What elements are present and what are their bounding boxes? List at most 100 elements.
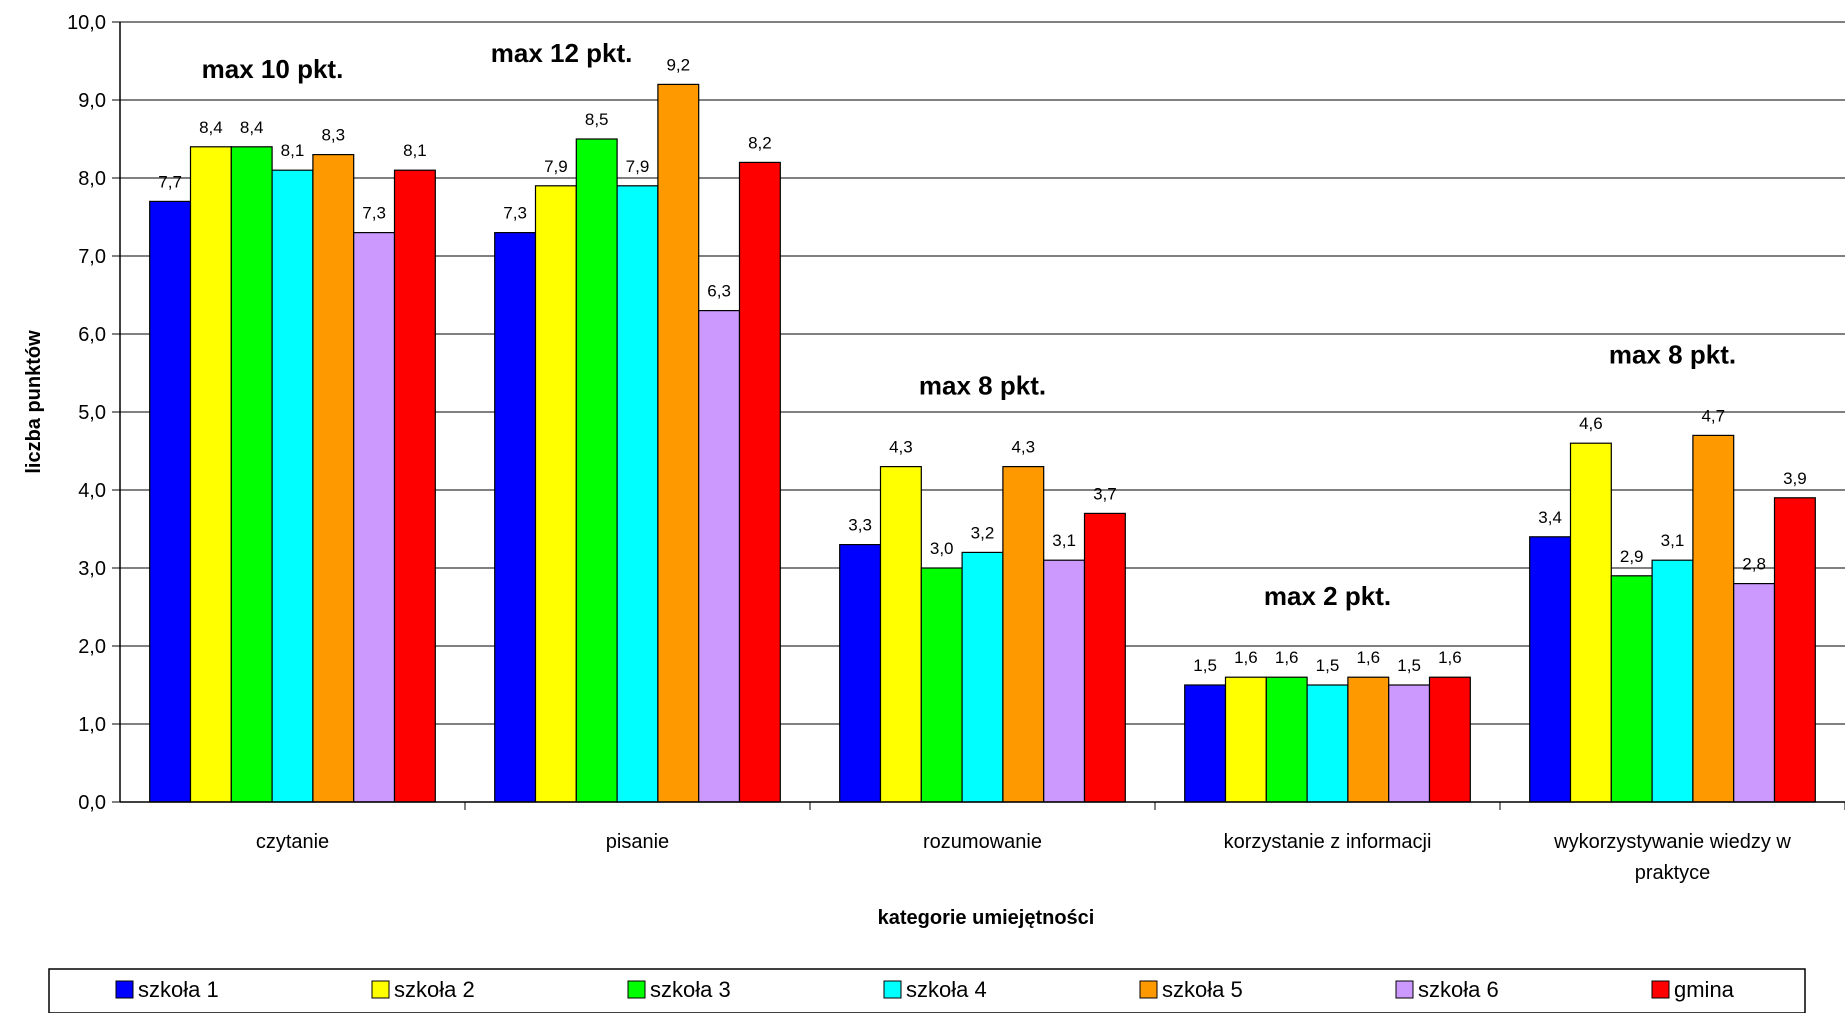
bar (1651, 559, 1694, 803)
data-label: 1,5 (1316, 656, 1340, 675)
data-label: 8,4 (240, 118, 264, 137)
data-label: 7,9 (544, 157, 568, 176)
data-label: 7,3 (362, 204, 386, 223)
data-labels: 7,7 7,3 3,3 1,5 3,4 8,4 7,9 4,3 1,6 4,6 8,4 8,5 3,0 1… (158, 55, 1806, 675)
y-tick-labels: 0,0 1,0 2,0 3,0 4,0 5,0 6,0 7,0 8,0 9,0 10,0 (67, 12, 106, 814)
y-tick-label: 0,0 (78, 792, 106, 814)
x-category-labels: czytanie pisanie rozumowanie korzystanie z … (256, 831, 1792, 884)
bar (616, 185, 659, 803)
data-label: 2,9 (1620, 547, 1644, 566)
y-tick-label: 3,0 (78, 558, 106, 580)
x-category-label: rozumowanie (923, 831, 1042, 853)
bar (1347, 676, 1390, 803)
bar (271, 169, 314, 803)
bar (879, 466, 922, 803)
data-label: 2,8 (1742, 555, 1766, 574)
max-points-annotation: max 10 pkt. (202, 54, 344, 84)
data-label: 8,2 (748, 133, 772, 152)
bar (1002, 466, 1045, 803)
bar (1388, 684, 1431, 803)
bar (738, 161, 781, 803)
data-label: 1,5 (1397, 656, 1421, 675)
legend-label: szkoła 4 (906, 977, 987, 1002)
bar (698, 310, 741, 803)
bar (1265, 676, 1308, 803)
y-tick-label: 1,0 (78, 714, 106, 736)
max-points-annotation: max 8 pkt. (919, 371, 1046, 401)
bar (575, 138, 618, 803)
bar (1773, 497, 1816, 803)
data-label: 1,5 (1193, 656, 1217, 675)
bars (149, 83, 1816, 803)
legend-label: szkoła 2 (394, 977, 475, 1002)
bar (149, 200, 192, 803)
data-label: 8,1 (403, 141, 427, 160)
bar (920, 567, 963, 803)
bar (657, 83, 700, 803)
x-axis-title: kategorie umiejętności (878, 907, 1095, 929)
legend-swatch (371, 980, 390, 999)
max-points-annotation: max 12 pkt. (491, 38, 633, 68)
bar (1692, 434, 1735, 803)
y-tick-label: 6,0 (78, 324, 106, 346)
x-category-label: praktyce (1635, 862, 1711, 884)
y-tick-label: 9,0 (78, 90, 106, 112)
bar (1306, 684, 1349, 803)
data-label: 9,2 (666, 55, 690, 74)
legend: szkoła 1 szkoła 2 szkoła 3 szkoła 4 szkoła 5… (48, 968, 1806, 1013)
data-label: 3,1 (1052, 531, 1076, 550)
data-label: 3,3 (848, 516, 872, 535)
y-tick-label: 10,0 (67, 12, 106, 34)
bar (189, 146, 232, 803)
legend-label: szkoła 3 (650, 977, 731, 1002)
legend-label: szkoła 1 (138, 977, 219, 1002)
data-label: 3,9 (1783, 469, 1807, 488)
legend-label: gmina (1674, 977, 1735, 1002)
data-label: 3,2 (971, 523, 995, 542)
bar (1224, 676, 1267, 803)
legend-swatch (883, 980, 902, 999)
x-category-label: czytanie (256, 831, 329, 853)
axes (119, 22, 1845, 810)
legend-swatch (115, 980, 134, 999)
bar (1733, 582, 1776, 803)
data-label: 1,6 (1356, 648, 1380, 667)
legend-swatch (1139, 980, 1158, 999)
x-category-label: pisanie (606, 831, 669, 853)
bar (393, 169, 436, 803)
y-axis-title: liczba punktów (23, 330, 45, 474)
data-label: 4,3 (889, 438, 913, 457)
bar (534, 185, 577, 803)
data-label: 7,3 (503, 204, 527, 223)
data-label: 4,3 (1011, 438, 1035, 457)
bar (1043, 559, 1086, 803)
data-label: 3,4 (1538, 508, 1562, 527)
bar (1184, 684, 1227, 803)
y-tick-label: 5,0 (78, 402, 106, 424)
data-label: 7,7 (158, 172, 182, 191)
data-label: 7,9 (626, 157, 650, 176)
data-label: 4,7 (1701, 406, 1725, 425)
x-category-label: korzystanie z informacji (1224, 831, 1432, 853)
data-label: 1,6 (1275, 648, 1299, 667)
data-label: 8,5 (585, 110, 609, 129)
bar (230, 146, 273, 803)
data-label: 1,6 (1234, 648, 1258, 667)
bar (353, 232, 396, 803)
legend-box (48, 968, 1806, 1013)
bar (312, 154, 355, 803)
max-points-annotation: max 8 pkt. (1609, 339, 1736, 369)
bar (1610, 575, 1653, 803)
bar (1529, 536, 1572, 803)
data-label: 4,6 (1579, 414, 1603, 433)
x-category-label: wykorzystywanie wiedzy w (1553, 831, 1791, 853)
data-label: 6,3 (707, 282, 731, 301)
legend-label: szkoła 5 (1162, 977, 1243, 1002)
y-tick-label: 4,0 (78, 480, 106, 502)
data-label: 3,0 (930, 539, 954, 558)
y-tick-label: 2,0 (78, 636, 106, 658)
data-label: 1,6 (1438, 648, 1462, 667)
data-label: 8,4 (199, 118, 223, 137)
bar (1428, 676, 1471, 803)
